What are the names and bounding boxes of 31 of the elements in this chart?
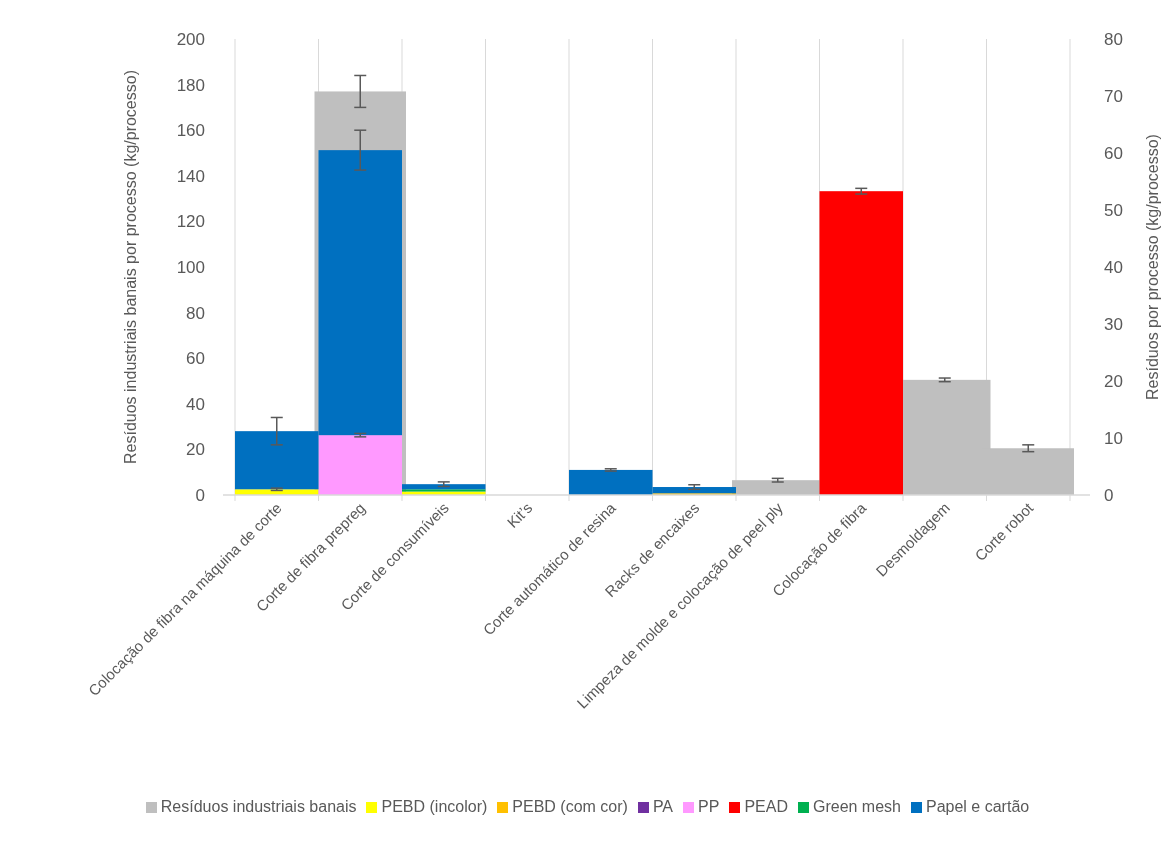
legend-label: PA [652,798,674,816]
y-tick-label: 180 [176,75,205,95]
y2-tick-label: 20 [1104,371,1123,391]
y-tick-label: 80 [186,303,205,323]
legend-label: PEBD (incolor) [381,798,488,816]
y2-tick-label: 10 [1104,428,1123,448]
legend-label: PP [698,798,720,816]
y-tick-label: 100 [176,257,205,277]
y-tick-label: 160 [176,121,205,141]
y2-tick-label: 70 [1104,86,1123,106]
x-tick-label: Kit’s [503,499,536,531]
y2-tick-label: 0 [1104,485,1114,505]
y2-tick-label: 60 [1104,143,1123,163]
y2-tick-label: 30 [1104,314,1123,334]
y2-tick-label: 80 [1104,29,1123,49]
y-tick-label: 140 [176,166,205,186]
y-tick-label: 120 [176,212,205,232]
y-tick-label: 60 [186,349,205,369]
legend-label: PEAD [744,798,788,816]
y-tick-label: 40 [186,394,205,414]
y2-tick-label: 40 [1104,257,1123,277]
y-axis-title: Resíduos industriais banais por processo (kg/processo) [122,70,139,464]
legend-label: Resíduos industriais banais [160,798,357,816]
y-tick-label: 0 [195,485,205,505]
legend-label: Green mesh [812,798,901,816]
y2-tick-label: 50 [1104,200,1123,220]
legend-label: Papel e cartão [926,798,1030,816]
y-tick-label: 20 [186,440,205,460]
y2-axis-title: Resíduos por processo (kg/processo) [1144,134,1161,400]
legend-label: PEBD (com cor) [512,798,628,816]
y-tick-label: 200 [176,29,205,49]
